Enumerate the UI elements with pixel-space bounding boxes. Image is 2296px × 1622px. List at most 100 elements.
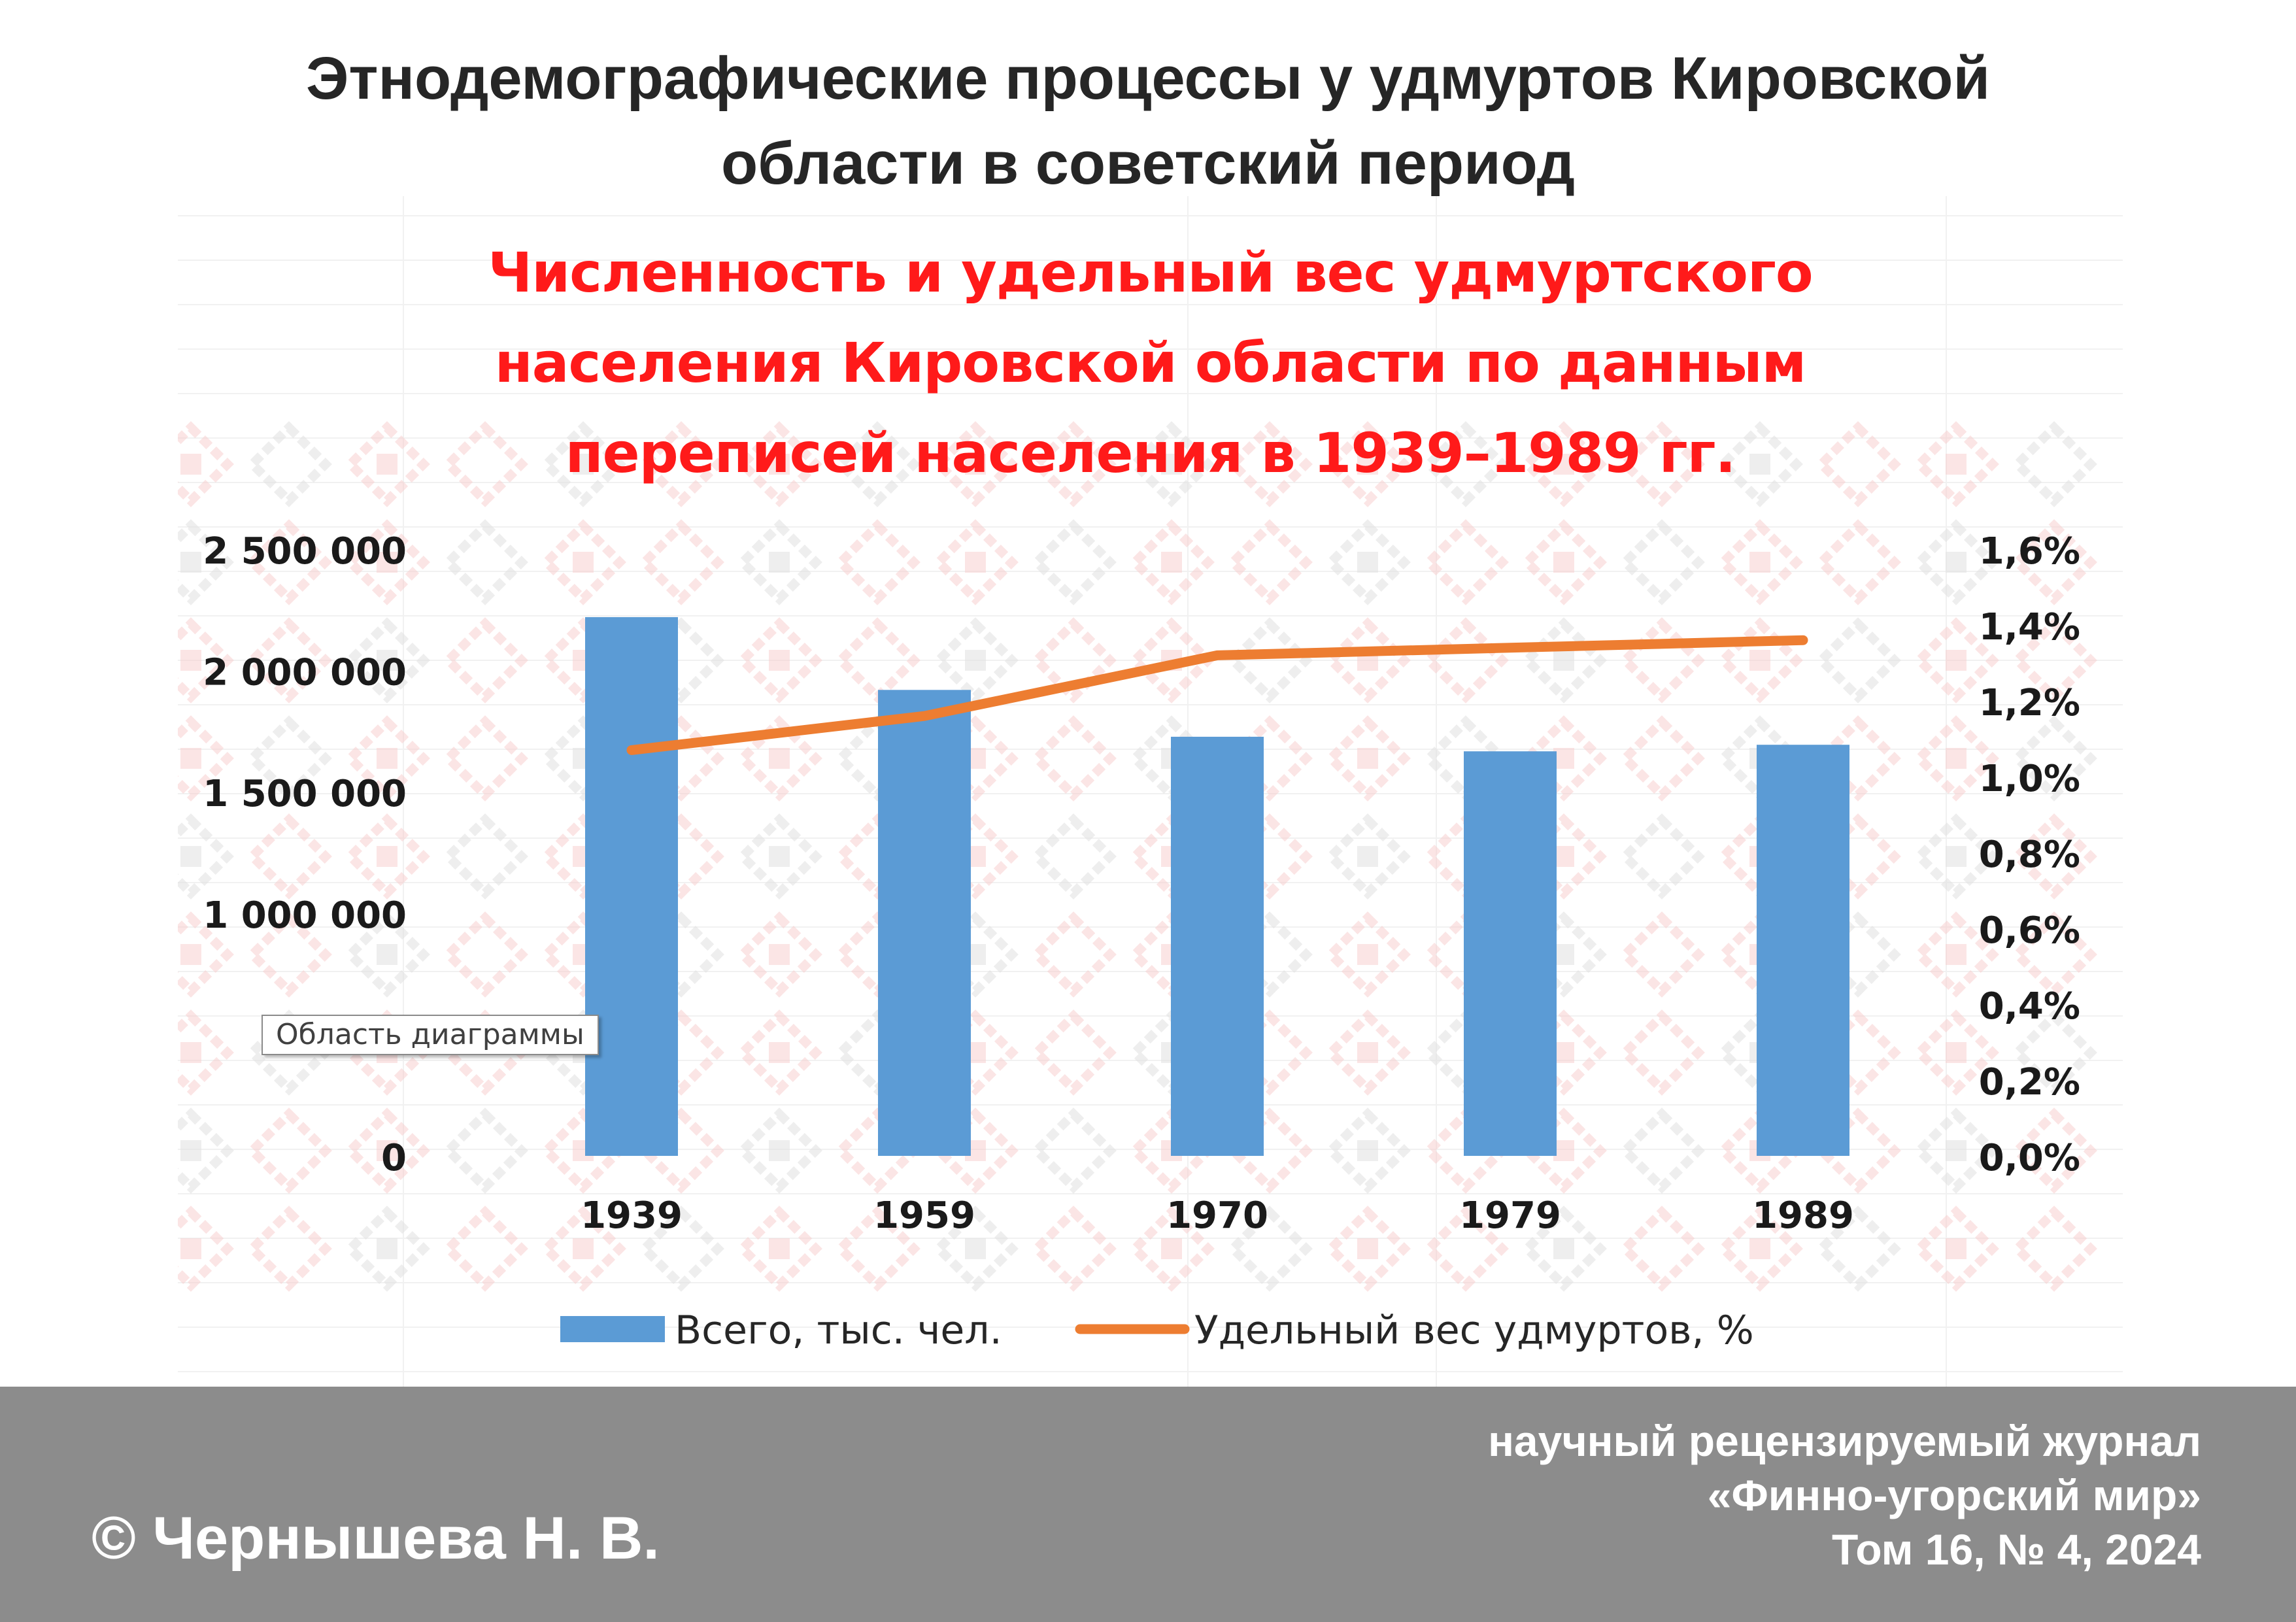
bar-1970[interactable] — [1171, 736, 1264, 1156]
ornament-diamond — [540, 421, 626, 507]
ornament-diamond — [1325, 1107, 1411, 1194]
line-point-1970 — [1217, 654, 1218, 656]
ornament-diamond — [1521, 1009, 1607, 1096]
legend-line-label: Удельный вес удмуртов, % — [1194, 1308, 1754, 1353]
ornament-diamond — [1619, 813, 1705, 900]
ornament-diamond — [246, 1107, 332, 1194]
line-point-1979 — [1510, 647, 1511, 649]
y-right-tick-label: 0,2% — [1979, 1061, 2080, 1104]
ornament-diamond — [1913, 1107, 1999, 1194]
ornament-diamond — [932, 911, 1019, 998]
ornament-stitch — [1946, 650, 1967, 671]
ornament-stitch — [180, 650, 201, 671]
ornament-stitch — [1946, 454, 1967, 475]
ornament-stitch — [1161, 454, 1182, 475]
y-left-tick-label: 2 500 000 — [203, 530, 407, 573]
legend-bar-label: Всего, тыс. чел. — [675, 1308, 1002, 1353]
ornament-diamond — [1325, 519, 1411, 605]
bar-1939[interactable] — [585, 617, 678, 1156]
ornament-diamond — [442, 813, 528, 900]
ornament-diamond — [1619, 519, 1705, 605]
ornament-stitch — [769, 454, 790, 475]
ornament-diamond — [1913, 519, 1999, 605]
ornament-diamond — [932, 1107, 1019, 1194]
bar-1959[interactable] — [878, 690, 971, 1156]
ornament-diamond — [1717, 519, 1803, 605]
ornament-diamond — [1521, 1107, 1607, 1194]
ornament-stitch — [965, 454, 986, 475]
ornament-diamond — [2011, 715, 2097, 802]
ornament-diamond — [1226, 1206, 1313, 1292]
ornament-diamond — [2011, 911, 2097, 998]
chart-area[interactable]: 0 1 000 000 1 500 000 2 000 000 2 500 000 0,0… — [178, 196, 2123, 1389]
ornament-stitch — [180, 454, 201, 475]
ornament-diamond — [1619, 617, 1705, 703]
page-title-line-1: Этнодемографические процессы у удмуртов … — [305, 45, 1991, 112]
bar-1989[interactable] — [1757, 745, 1849, 1156]
ornament-diamond — [1030, 519, 1117, 605]
ornament-diamond — [932, 421, 1019, 507]
ornament-stitch — [180, 944, 201, 965]
ornament-diamond — [442, 911, 528, 998]
y-right-tick-label: 1,0% — [1979, 758, 2080, 800]
ornament-stitch — [377, 1140, 397, 1161]
ornament-diamond — [1913, 813, 1999, 900]
ornament-stitch — [1749, 454, 1770, 475]
x-tick-label: 1959 — [873, 1194, 975, 1237]
ornament-stitch — [1357, 846, 1378, 867]
ornament-stitch — [573, 454, 594, 475]
ornament-diamond — [1619, 1206, 1705, 1292]
ornament-stitch — [1357, 1042, 1378, 1063]
x-tick-label: 1979 — [1459, 1194, 1561, 1237]
journal-line-3: Том 16, № 4, 2024 — [1832, 1525, 2201, 1574]
ornament-stitch — [377, 650, 397, 671]
ornament-diamond — [1815, 715, 1901, 802]
ornament-diamond — [1030, 813, 1117, 900]
bar-1979[interactable] — [1464, 751, 1557, 1156]
ornament-diamond — [1619, 1009, 1705, 1096]
ornament-stitch — [1946, 846, 1967, 867]
ornament-diamond — [1815, 1009, 1901, 1096]
ornament-stitch — [1553, 650, 1574, 671]
ornament-stitch — [1357, 1140, 1378, 1161]
ornament-diamond — [638, 813, 724, 900]
ornament-stitch — [573, 1238, 594, 1259]
page-title: Этнодемографические процессы у удмуртов … — [0, 36, 2296, 206]
ornament-diamond — [638, 1107, 724, 1194]
ornament-diamond — [246, 519, 332, 605]
ornament-diamond — [1815, 911, 1901, 998]
ornament-diamond — [834, 1206, 920, 1292]
ornament-diamond — [246, 813, 332, 900]
ornament-diamond — [1619, 715, 1705, 802]
ornament-stitch — [1357, 552, 1378, 573]
ornament-diamond — [1128, 1206, 1215, 1292]
ornament-stitch — [1553, 454, 1574, 475]
ornament-stitch — [1553, 1042, 1574, 1063]
ornament-diamond — [1423, 519, 1509, 605]
ornament-diamond — [1325, 715, 1411, 802]
ornament-diamond — [736, 519, 822, 605]
ornament-diamond — [344, 519, 430, 605]
ornament-diamond — [736, 1206, 822, 1292]
ornament-diamond — [344, 911, 430, 998]
ornament-diamond — [1913, 911, 1999, 998]
ornament-stitch — [1553, 1238, 1574, 1259]
ornament-stitch — [1161, 1238, 1182, 1259]
ornament-diamond — [1521, 519, 1607, 605]
ornament-stitch — [1357, 1238, 1378, 1259]
ornament-diamond — [1030, 1009, 1117, 1096]
ornament-diamond — [1913, 715, 1999, 802]
y-left-tick-label: 1 500 000 — [203, 773, 407, 815]
y-right-tick-label: 1,4% — [1979, 606, 2080, 649]
chart-title-line-2: населения Кировской области по данным — [494, 331, 1807, 395]
ornament-diamond — [1815, 617, 1901, 703]
ornament-diamond — [178, 1206, 234, 1292]
ornament-diamond — [736, 813, 822, 900]
ornament-diamond — [344, 617, 430, 703]
ornament-diamond — [1226, 519, 1313, 605]
y-right-tick-label: 0,8% — [1979, 834, 2080, 876]
page-title-line-2: области в советский период — [720, 130, 1576, 197]
ornament-stitch — [1749, 552, 1770, 573]
ornament-stitch — [769, 748, 790, 769]
ornament-diamond — [736, 911, 822, 998]
